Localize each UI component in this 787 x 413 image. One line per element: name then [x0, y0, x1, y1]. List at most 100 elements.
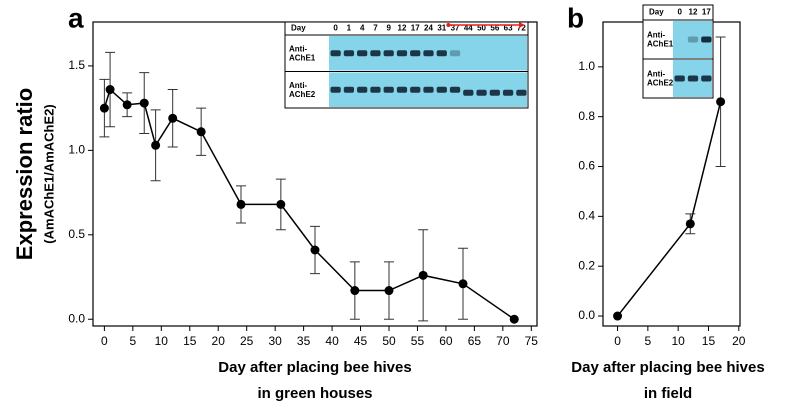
data-point — [168, 113, 178, 123]
y-tick-label: 0.6 — [578, 159, 595, 173]
blot-band — [436, 50, 447, 57]
data-point — [613, 311, 623, 321]
x-tick-label: 15 — [702, 334, 716, 348]
panel-label: a — [68, 2, 84, 33]
x-tick-label: 0 — [614, 334, 621, 348]
inset-arrow-head — [519, 22, 525, 28]
inset-day: 17 — [411, 24, 420, 33]
inset-row-label: Anti-AChE2 — [289, 81, 316, 99]
panel-label: b — [567, 2, 584, 33]
y-tick-label: 0.2 — [578, 258, 595, 272]
blot-band — [423, 50, 434, 57]
y-tick-label: 0.0 — [68, 311, 85, 325]
blot-band — [396, 86, 408, 93]
x-tick-label: 60 — [439, 334, 453, 348]
inset-day: 9 — [386, 24, 391, 33]
row-label-part: Anti- — [289, 81, 308, 90]
data-point — [105, 85, 115, 95]
y-axis-label: Expression ratio — [12, 88, 37, 260]
data-line — [103, 88, 515, 320]
inset-day: 1 — [347, 24, 352, 33]
inset-row-label: Anti-AChE1 — [647, 31, 674, 49]
row-label-part: Anti- — [647, 31, 666, 40]
x-tick-label: 70 — [496, 334, 510, 348]
blot-band — [516, 89, 527, 96]
data-line — [616, 101, 722, 317]
y-tick-label: 0.4 — [578, 209, 595, 223]
inset-day: 63 — [504, 24, 513, 33]
inset-row-label: Anti-AChE1 — [289, 44, 316, 62]
inset-day: 72 — [517, 24, 526, 33]
data-point — [139, 98, 149, 108]
blot-band — [343, 50, 355, 57]
data-point — [122, 100, 132, 110]
inset-day: 24 — [424, 24, 433, 33]
data-point — [236, 199, 246, 209]
data-point — [99, 103, 109, 113]
blot-band — [436, 86, 447, 93]
blot-band — [423, 86, 434, 93]
inset-day: 17 — [702, 8, 711, 17]
x-tick-label: 45 — [354, 334, 368, 348]
x-axis-label: in field — [644, 385, 692, 402]
inset-arrow-dot — [446, 23, 451, 27]
inset-day: 44 — [464, 24, 473, 33]
inset-day: 4 — [360, 24, 365, 33]
blot-band — [330, 86, 341, 93]
x-tick-label: 5 — [645, 334, 652, 348]
x-tick-label: 10 — [155, 334, 169, 348]
inset-day: 31 — [437, 24, 446, 33]
inset-day: 0 — [677, 8, 682, 17]
x-tick-label: 50 — [382, 334, 396, 348]
blot-band — [687, 75, 699, 82]
blot-band — [357, 86, 368, 93]
blot-band — [701, 75, 712, 82]
data-point — [276, 199, 286, 209]
x-tick-label: 10 — [671, 334, 685, 348]
data-point — [685, 219, 695, 229]
data-point — [418, 270, 428, 280]
blot-band — [449, 86, 461, 93]
x-tick-label: 0 — [101, 334, 108, 348]
blot-band — [463, 89, 474, 96]
inset-day: 37 — [451, 24, 460, 33]
x-tick-label: 40 — [325, 334, 339, 348]
row-label-part: AChE1 — [647, 40, 674, 49]
x-tick-label: 35 — [297, 334, 311, 348]
y-axis-sublabel: (AmAChE1/AmAChE2) — [41, 104, 56, 243]
x-tick-label: 30 — [268, 334, 282, 348]
y-tick-label: 1.5 — [68, 58, 85, 72]
blot-band — [687, 36, 699, 43]
row-label-part: AChE2 — [647, 79, 674, 88]
data-point — [350, 286, 360, 296]
y-tick-label: 1.0 — [578, 59, 595, 73]
y-tick-label: 0.5 — [68, 227, 85, 241]
blot-band — [330, 50, 341, 57]
x-tick-label: 5 — [130, 334, 137, 348]
x-axis-label: Day after placing bee hives — [218, 359, 411, 376]
blot-band — [357, 50, 368, 57]
blot-band — [343, 86, 355, 93]
inset-day: 50 — [477, 24, 486, 33]
x-tick-label: 20 — [732, 334, 746, 348]
blot-band — [383, 86, 394, 93]
blot-band — [674, 75, 685, 82]
x-axis-label: in green houses — [257, 385, 372, 402]
blot-band — [410, 50, 421, 57]
y-tick-label: 1.0 — [68, 143, 85, 157]
row-label-part: Anti- — [647, 70, 666, 79]
inset-header: Day — [649, 8, 664, 17]
blot-band — [396, 50, 408, 57]
inset-row-label: Anti-AChE2 — [647, 70, 674, 88]
row-label-part: AChE2 — [289, 90, 316, 99]
blot-band — [476, 89, 487, 96]
inset-day: 7 — [373, 24, 378, 33]
y-tick-label: 0.8 — [578, 109, 595, 123]
data-point — [196, 127, 206, 137]
inset-day: 56 — [490, 24, 499, 33]
x-tick-label: 55 — [411, 334, 425, 348]
row-label-part: Anti- — [289, 44, 308, 53]
x-axis-label: Day after placing bee hives — [571, 359, 764, 376]
blot-band — [383, 50, 394, 57]
